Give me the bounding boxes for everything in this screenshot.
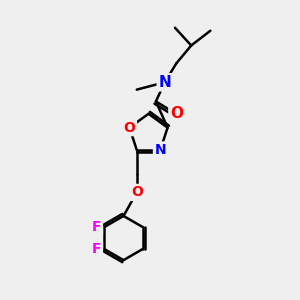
Text: O: O [170,106,183,121]
Text: O: O [131,185,143,200]
Text: N: N [158,75,171,90]
Text: F: F [92,242,101,256]
Text: N: N [154,143,166,157]
Text: O: O [124,121,135,135]
Text: F: F [92,220,101,234]
